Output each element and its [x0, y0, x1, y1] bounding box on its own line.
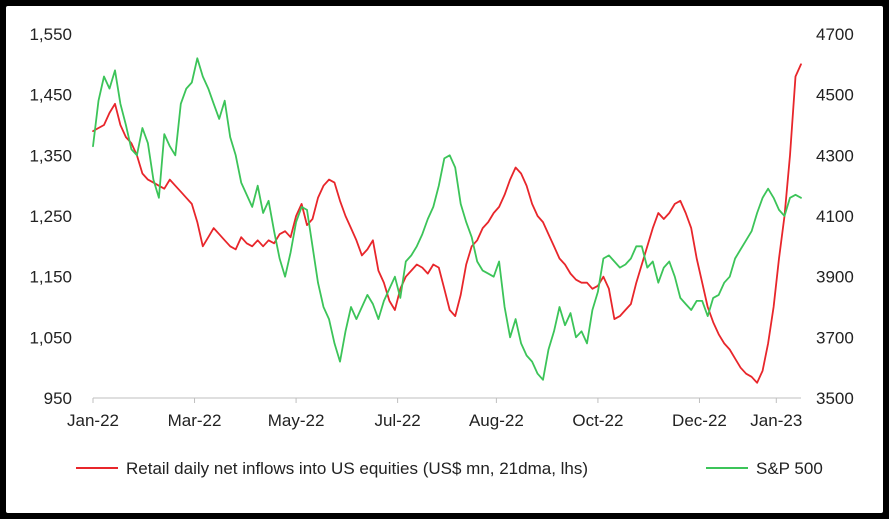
y-right-tick-label: 3500 [816, 389, 854, 408]
series-line-sp500 [92, 57, 802, 381]
legend-label: S&P 500 [756, 459, 823, 478]
y-left-tick-label: 1,250 [29, 207, 72, 226]
y-right-tick-label: 4700 [816, 25, 854, 44]
series-line-retail-inflows [92, 63, 802, 384]
y-left-tick-label: 1,050 [29, 328, 72, 347]
y-left-tick-label: 1,550 [29, 25, 72, 44]
chart-frame: Jan-22 Mar-22 May-22 Jul-22 Aug-22 Oct-22 Dec-… [6, 6, 883, 513]
y-right-tick-label: 3700 [816, 328, 854, 347]
legend-label: Retail daily net inflows into US equitie… [126, 459, 588, 478]
x-tick-label: Oct-22 [572, 411, 623, 430]
y-left-tick-label: 950 [44, 389, 72, 408]
y-left-tick-label: 1,450 [29, 86, 72, 105]
y-right-tick-label: 4500 [816, 86, 854, 105]
y-left-tick-label: 1,350 [29, 146, 72, 165]
y-right-tick-label: 3900 [816, 268, 854, 287]
x-tick-label: Jan-23 [750, 411, 802, 430]
x-tick-label: Jul-22 [374, 411, 420, 430]
x-tick-label: Dec-22 [672, 411, 727, 430]
line-chart: Jan-22 Mar-22 May-22 Jul-22 Aug-22 Oct-22 Dec-… [29, 25, 854, 478]
x-tick-label: Jan-22 [67, 411, 119, 430]
y-left-tick-label: 1,150 [29, 268, 72, 287]
x-tick-label: Aug-22 [469, 411, 524, 430]
x-tick-label: Mar-22 [168, 411, 222, 430]
y-right-tick-label: 4100 [816, 207, 854, 226]
x-tick-label: May-22 [268, 411, 325, 430]
y-right-tick-label: 4300 [816, 146, 854, 165]
